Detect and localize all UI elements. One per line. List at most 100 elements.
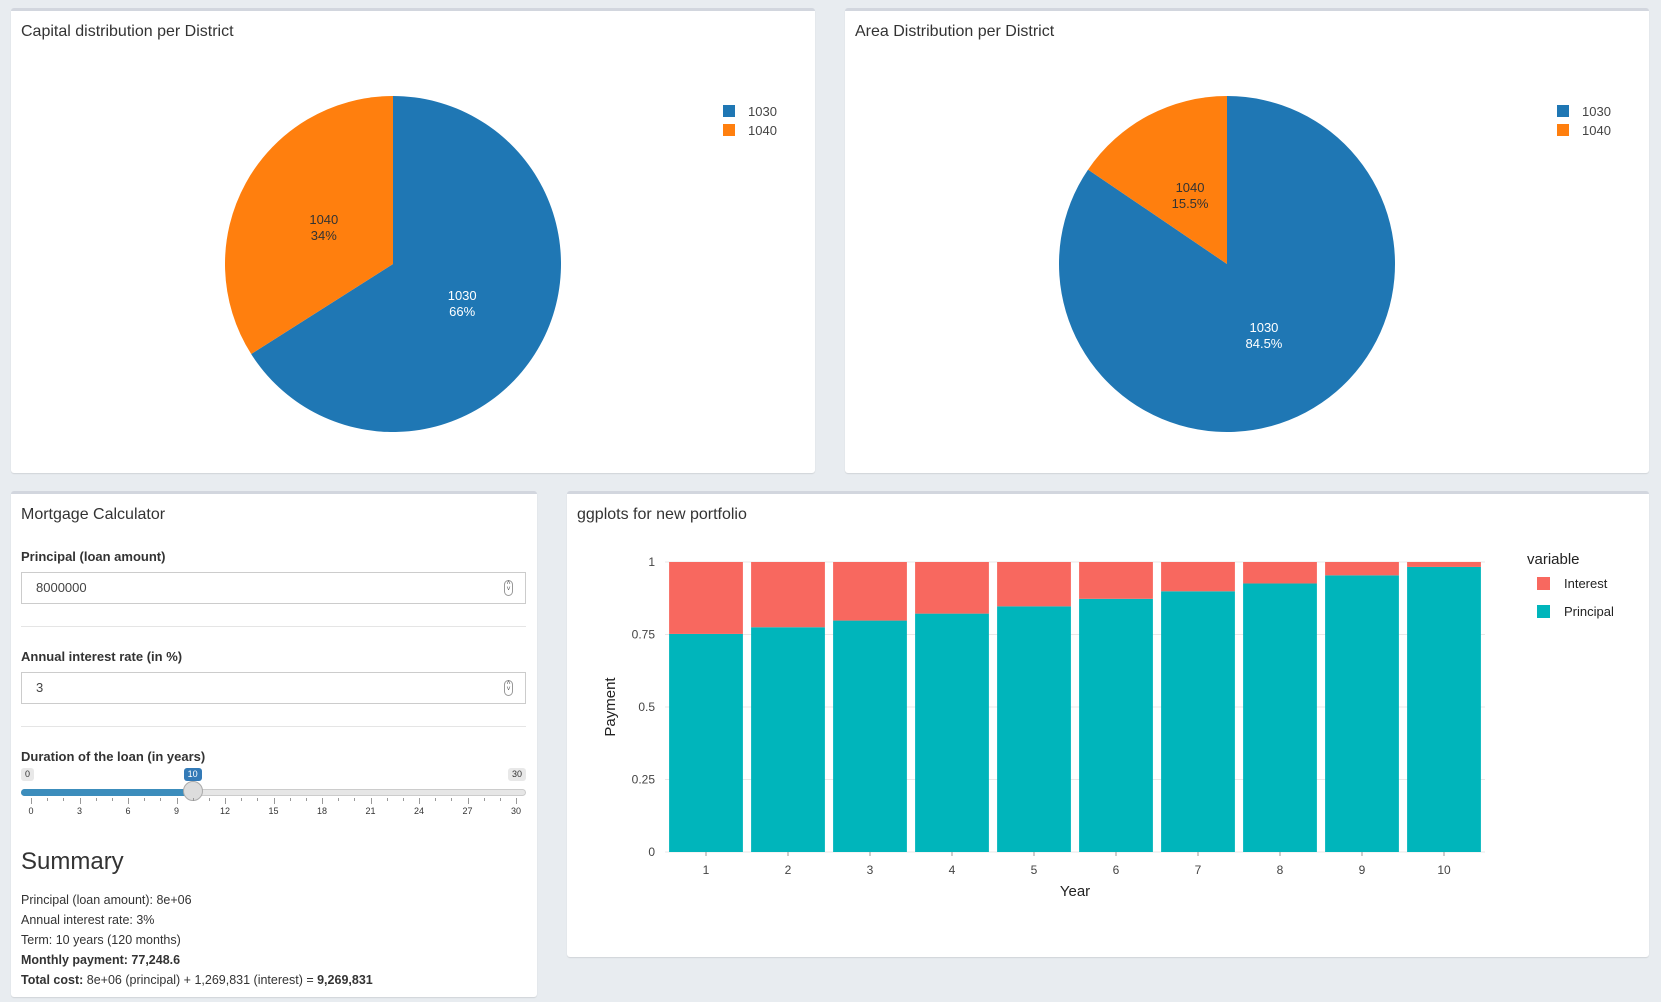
y-tick-label: 0.75 xyxy=(632,628,656,642)
slider-tick xyxy=(467,798,469,804)
slider-max-badge: 30 xyxy=(507,768,526,781)
bar-interest xyxy=(751,562,825,628)
bar-principal xyxy=(669,633,743,852)
slider-tick-label: 21 xyxy=(365,806,376,816)
x-tick-label: 4 xyxy=(949,863,956,877)
summary-monthly: Monthly payment: 77,248.6 xyxy=(21,953,181,967)
slider-tick-label: 30 xyxy=(510,806,521,816)
legend-label-1040: 1040 xyxy=(1582,123,1611,138)
total-prefix: Total cost: xyxy=(21,973,84,987)
bar-interest xyxy=(833,562,907,621)
x-tick-label: 2 xyxy=(785,863,792,877)
bar-principal xyxy=(833,620,907,852)
legend-title: variable xyxy=(1527,551,1580,568)
slider-tick-label: 3 xyxy=(76,806,82,816)
bar-interest xyxy=(915,562,989,614)
slider-tick xyxy=(354,798,356,801)
slider-fill xyxy=(21,789,193,796)
y-tick-label: 0.25 xyxy=(632,773,656,787)
mortgage-calculator-panel: Mortgage Calculator Principal (loan amou… xyxy=(11,491,537,997)
legend-swatch-1040 xyxy=(723,124,735,136)
y-tick-label: 1 xyxy=(648,555,655,569)
slider-tick xyxy=(225,798,226,804)
calculator-title: Mortgage Calculator xyxy=(21,506,166,523)
legend-label-1030: 1030 xyxy=(1582,104,1611,119)
portfolio-bar-chart[interactable]: 0 0.25 0.5 0.75 1 1 2 3 4 5 6 7 8 9 10 Year Payment varia… xyxy=(567,534,1649,954)
slider-tick xyxy=(208,798,210,801)
slider-tick xyxy=(31,798,32,804)
pie-label-category: 1040 xyxy=(309,212,338,227)
slider-tick xyxy=(402,798,404,801)
rate-label: Annual interest rate (in %) xyxy=(21,649,183,664)
slider-tick-label: 12 xyxy=(219,806,230,816)
slider-tick xyxy=(322,798,323,804)
y-tick-label: 0 xyxy=(648,845,655,859)
slider-tick xyxy=(516,798,517,804)
legend-label-1040: 1040 xyxy=(748,123,777,138)
bar-interest xyxy=(997,562,1071,607)
bar-interest xyxy=(1161,562,1235,592)
slider-tick-label: 27 xyxy=(462,806,473,816)
bar-principal xyxy=(1243,583,1317,852)
principal-input[interactable]: 8000000 ˄ ˅ xyxy=(21,572,526,604)
x-tick-label: 3 xyxy=(867,863,874,877)
slider-tick xyxy=(419,798,420,804)
pie-label-percent: 15.5% xyxy=(1172,196,1209,211)
pie-label-percent: 84.5% xyxy=(1246,336,1283,351)
x-tick-label: 5 xyxy=(1031,863,1038,877)
pie-label-percent: 34% xyxy=(311,228,337,243)
principal-spinner-icon[interactable]: ˄ ˅ xyxy=(504,580,513,596)
area-panel-title: Area Distribution per District xyxy=(855,23,1055,40)
summary-principal: Principal (loan amount): 8e+06 xyxy=(21,893,192,907)
slider-tick xyxy=(483,798,485,801)
total-middle: 8e+06 (principal) + 1,269,831 (interest)… xyxy=(83,973,318,987)
portfolio-title: ggplots for new portfolio xyxy=(577,506,747,523)
pie-label-category: 1030 xyxy=(1249,320,1278,335)
bar-interest xyxy=(1243,562,1317,584)
legend-swatch-1040 xyxy=(1557,124,1569,136)
slider-tick xyxy=(160,798,162,801)
slider-tick xyxy=(79,798,81,804)
legend-swatch-interest xyxy=(1537,577,1550,590)
bar-interest xyxy=(1325,562,1399,576)
summary-total: Total cost: 8e+06 (principal) + 1,269,83… xyxy=(21,973,373,987)
portfolio-panel: ggplots for new portfolio 0 0.25 0.5 0.75 1 1… xyxy=(567,491,1649,957)
slider-tick xyxy=(338,798,340,801)
slider-tick xyxy=(241,798,243,801)
slider-tick xyxy=(386,798,388,801)
summary-term: Term: 10 years (120 months) xyxy=(21,933,181,947)
duration-slider[interactable]: 0 30 10 0 3 6 9 12 15 18 21 24 27 30 xyxy=(21,768,526,828)
capital-panel-title: Capital distribution per District xyxy=(21,23,234,40)
slider-tick xyxy=(305,798,307,801)
rate-spinner-icon[interactable]: ˄ ˅ xyxy=(504,680,513,696)
slider-tick xyxy=(192,798,194,801)
legend-label-1030: 1030 xyxy=(748,104,777,119)
y-axis-label: Payment xyxy=(602,677,619,737)
slider-tick-label: 9 xyxy=(173,806,179,816)
bar-interest xyxy=(1407,562,1481,567)
principal-value: 8000000 xyxy=(36,580,87,595)
legend-swatch-1030 xyxy=(1557,105,1569,117)
legend-label-interest: Interest xyxy=(1564,576,1608,591)
x-tick-label: 8 xyxy=(1277,863,1284,877)
slider-tick-label: 0 xyxy=(28,806,34,816)
bar-principal xyxy=(751,627,825,852)
slider-tick xyxy=(111,798,113,801)
bar-principal xyxy=(1407,566,1481,852)
rate-input[interactable]: 3 ˄ ˅ xyxy=(21,672,526,704)
summary-heading: Summary xyxy=(21,848,124,875)
slider-tick xyxy=(128,798,129,804)
slider-tick-label: 6 xyxy=(125,806,131,816)
slider-tick xyxy=(289,798,291,801)
slider-tick xyxy=(95,798,97,801)
legend-swatch-1030 xyxy=(723,105,735,117)
pie-label-category: 1040 xyxy=(1176,180,1205,195)
slider-tick xyxy=(144,798,146,801)
bar-principal xyxy=(1161,591,1235,852)
bar-principal xyxy=(1079,598,1153,852)
pie-label-percent: 66% xyxy=(449,304,475,319)
slider-tick xyxy=(499,798,501,801)
slider-tick-label: 15 xyxy=(268,806,279,816)
